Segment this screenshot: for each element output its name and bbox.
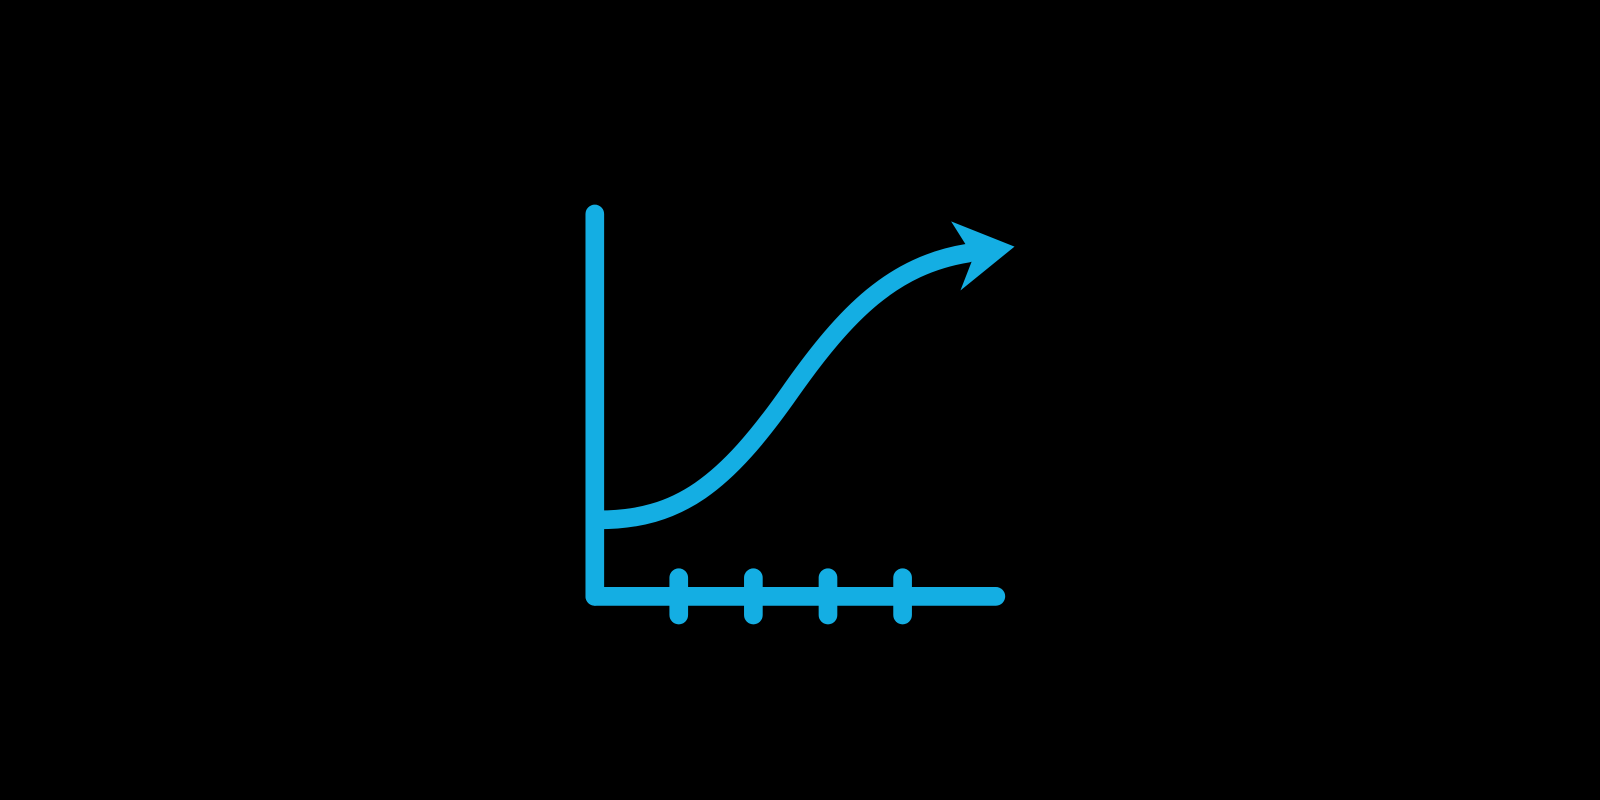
growth-curve: [599, 253, 968, 520]
canvas: [0, 0, 1600, 800]
growth-chart-icon: [520, 158, 1080, 643]
